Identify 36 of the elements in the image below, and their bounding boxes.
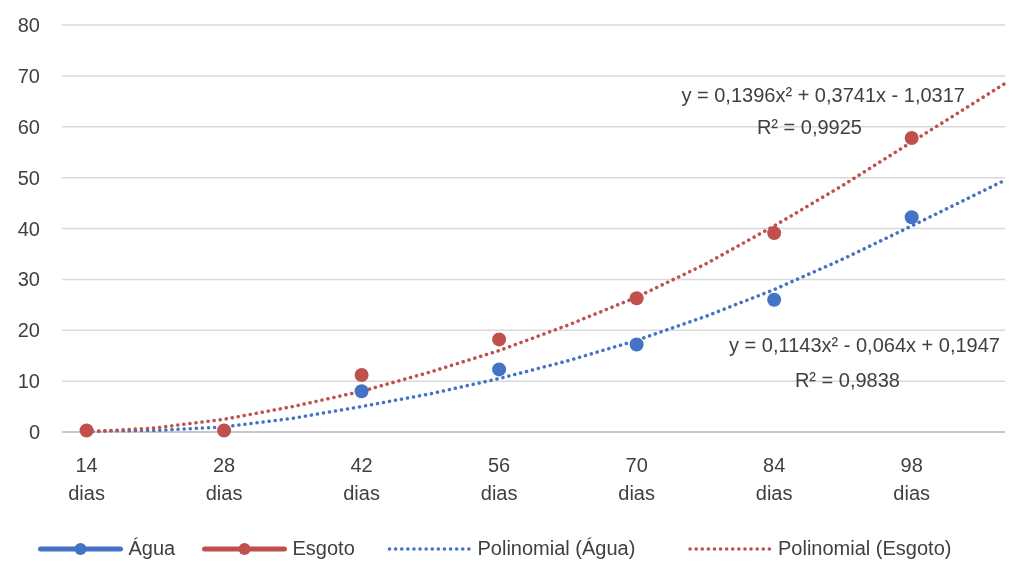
y-tick-label: 40 bbox=[17, 217, 40, 240]
y-tick-label: 50 bbox=[17, 166, 40, 189]
legend-label: Água bbox=[128, 537, 177, 559]
annotation: y = 0,1143x² - 0,064x + 0,1947 bbox=[729, 334, 1000, 356]
annotation: R² = 0,9838 bbox=[794, 369, 900, 391]
x-tick-label: 98 dias bbox=[893, 454, 931, 504]
y-tick-label: 80 bbox=[17, 14, 40, 36]
y-tick-label: 30 bbox=[17, 268, 40, 291]
x-tick-label: 56 dias bbox=[480, 454, 518, 504]
x-tick-label: 28 dias bbox=[205, 454, 243, 504]
point bbox=[904, 210, 919, 225]
x-tick-label: 42 dias bbox=[343, 454, 380, 504]
x-tick-label: 70 dias bbox=[618, 454, 655, 504]
point bbox=[629, 337, 644, 352]
point bbox=[354, 384, 369, 399]
annotation: R² = 0,9925 bbox=[756, 116, 862, 138]
y-tick-label: 0 bbox=[28, 421, 40, 443]
point bbox=[767, 292, 782, 307]
point bbox=[79, 423, 94, 438]
y-tick-label: 60 bbox=[17, 115, 40, 138]
point bbox=[767, 226, 782, 241]
point bbox=[492, 362, 507, 377]
legend-label: Esgoto bbox=[292, 537, 355, 559]
point bbox=[904, 130, 919, 145]
annotation: y = 0,1396x² + 0,3741x - 1,0317 bbox=[681, 84, 965, 106]
point bbox=[217, 423, 232, 438]
y-tick-label: 10 bbox=[17, 370, 40, 393]
x-tick-label: 14 dias bbox=[68, 454, 105, 504]
point bbox=[354, 368, 369, 383]
point bbox=[492, 332, 507, 347]
x-tick-label: 84 dias bbox=[755, 454, 793, 504]
y-tick-label: 20 bbox=[17, 319, 40, 342]
point bbox=[629, 291, 644, 306]
y-tick-label: 70 bbox=[17, 64, 40, 87]
legend-label: Polinomial (Esgoto) bbox=[778, 537, 952, 559]
legend-label: Polinomial (Água) bbox=[477, 537, 636, 559]
